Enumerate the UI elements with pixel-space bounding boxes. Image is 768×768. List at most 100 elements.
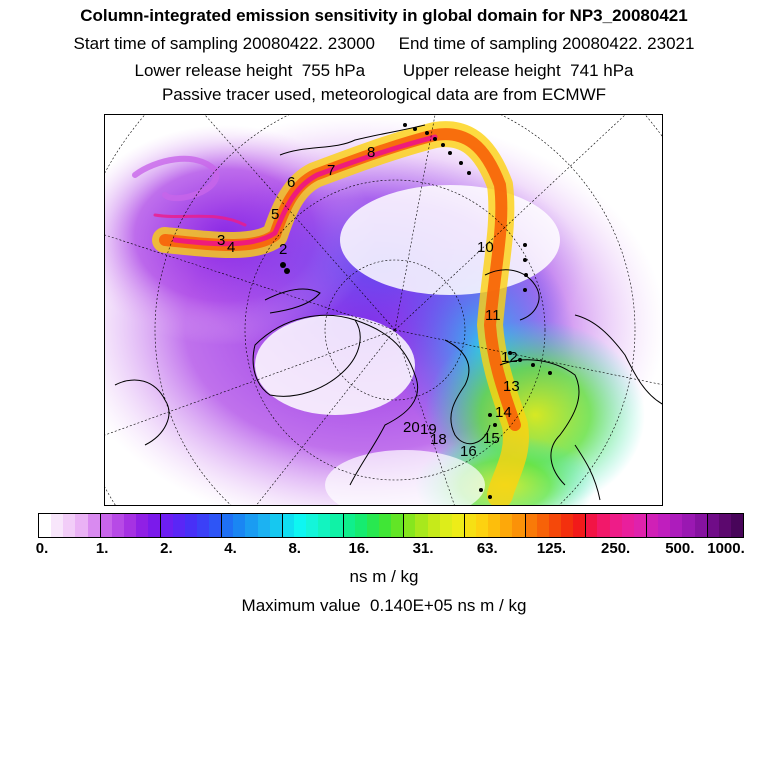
trajectory-label: 18 [430,431,447,448]
colorbar-tick-label: 16. [348,540,370,557]
colorbar-swatch [573,514,586,537]
colorbar-tick-label: 63. [476,540,498,557]
trajectory-labels: 2 3 4 5 6 7 8 10 11 12 13 14 15 16 18 19… [217,144,520,460]
colorbar-swatch [706,514,719,537]
colorbar-swatch [136,514,149,537]
colorbar-swatch [512,514,525,537]
colorbar-tick-label: 500. [665,540,695,557]
colorbar-swatch [184,514,197,537]
trajectory-label: 12 [501,349,518,366]
trajectory-plume [132,121,529,505]
graticule [105,115,662,505]
colorbar-swatch [597,514,610,537]
trajectory-label: 19 [420,421,437,438]
colorbar-tick-label: 0. [35,540,49,557]
colorbar-swatch [585,514,598,537]
colorbar-tick-label: 125. [536,540,567,557]
colorbar-tick-label: 1000. [707,540,745,557]
colorbar-swatch [293,514,307,537]
colorbar-swatch [609,514,622,537]
colorbar-swatch [391,514,404,537]
trajectory-label: 16 [460,443,477,460]
trajectory-label: 15 [483,430,500,447]
colorbar-swatch [330,514,343,537]
trajectory-label: 8 [367,144,375,161]
colorbar-swatch [536,514,549,537]
trajectory-label: 2 [279,241,287,258]
trajectory-label: 3 [217,232,225,249]
colorbar-swatch [682,514,695,537]
colorbar-swatch [257,514,270,537]
trajectory-label: 20 [403,419,420,436]
colorbar-unit: ns m / kg [349,567,419,586]
colorbar-tick-label: 2. [160,540,173,557]
release-heights: Lower release height 755 hPa Upper relea… [134,61,634,80]
colorbar-swatch [366,514,379,537]
colorbar-swatch [403,514,416,537]
trajectory-label: 6 [287,174,295,191]
map-title: Column-integrated emission sensitivity i… [80,6,688,25]
colorbar-swatch [208,514,222,537]
colorbar-swatch [306,514,319,537]
colorbar-swatch [39,514,52,537]
colorbar-swatch [646,514,659,537]
colorbar [38,513,744,538]
colorbar-tick-label: 31. [412,540,434,557]
coastlines [114,124,662,501]
colorbar-swatch [548,514,562,537]
colorbar-swatch [731,514,744,537]
colorbar-swatch [160,514,173,537]
colorbar-swatch [500,514,513,537]
colorbar-swatch [63,514,76,537]
colorbar-tick-label: 1. [95,540,109,557]
colorbar-swatch [111,514,124,537]
colorbar-swatch [172,514,185,537]
colorbar-swatch [342,514,355,537]
colorbar-swatch [148,514,161,537]
colorbar-swatch [87,514,100,537]
trajectory-label: 5 [271,206,279,223]
colorbar-swatch [439,514,452,537]
trajectory-label: 11 [485,307,501,324]
colorbar-swatch [51,514,64,537]
colorbar-swatch [451,514,464,537]
colorbar-swatch [561,514,574,537]
colorbar-swatch [415,514,428,537]
colorbar-swatch [354,514,367,537]
colorbar-swatch [427,514,440,537]
colorbar-swatch [99,514,112,537]
colorbar-swatch [524,514,537,537]
trajectory-label: 10 [477,239,494,256]
trajectory-markers [280,123,552,499]
colorbar-swatch [694,514,707,537]
colorbar-swatch [196,514,209,537]
colorbar-swatch [221,514,234,537]
colorbar-swatch [718,514,732,537]
sensitivity-map: 2 3 4 5 6 7 8 10 11 12 13 14 15 16 18 19… [104,114,663,506]
colorbar-swatch [245,514,258,537]
tracer-info: Passive tracer used, meteorological data… [161,85,607,104]
colorbar-tick-label: 8. [288,540,301,557]
colorbar-tick-label: 4. [224,540,237,557]
colorbar-swatch [463,514,477,537]
colorbar-swatch [488,514,501,537]
colorbar-tick-label: 250. [601,540,631,557]
map-canvas: 2 3 4 5 6 7 8 10 11 12 13 14 15 16 18 19… [105,115,662,505]
sensitivity-field [105,115,662,505]
trajectory-label: 13 [503,378,520,395]
colorbar-swatch [123,514,137,537]
colorbar-swatch [318,514,331,537]
sampling-times: Start time of sampling 20080422. 23000 E… [73,34,695,53]
colorbar-swatch [621,514,634,537]
colorbar-swatch [633,514,647,537]
colorbar-swatch [75,514,88,537]
colorbar-swatch [269,514,282,537]
colorbar-swatch [658,514,671,537]
maximum-value: Maximum value 0.140E+05 ns m / kg [241,596,527,615]
trajectory-label: 7 [327,162,335,179]
colorbar-swatch [378,514,392,537]
colorbar-swatch [233,514,246,537]
colorbar-swatch [281,514,294,537]
colorbar-swatch [476,514,489,537]
trajectory-label: 14 [495,404,512,421]
